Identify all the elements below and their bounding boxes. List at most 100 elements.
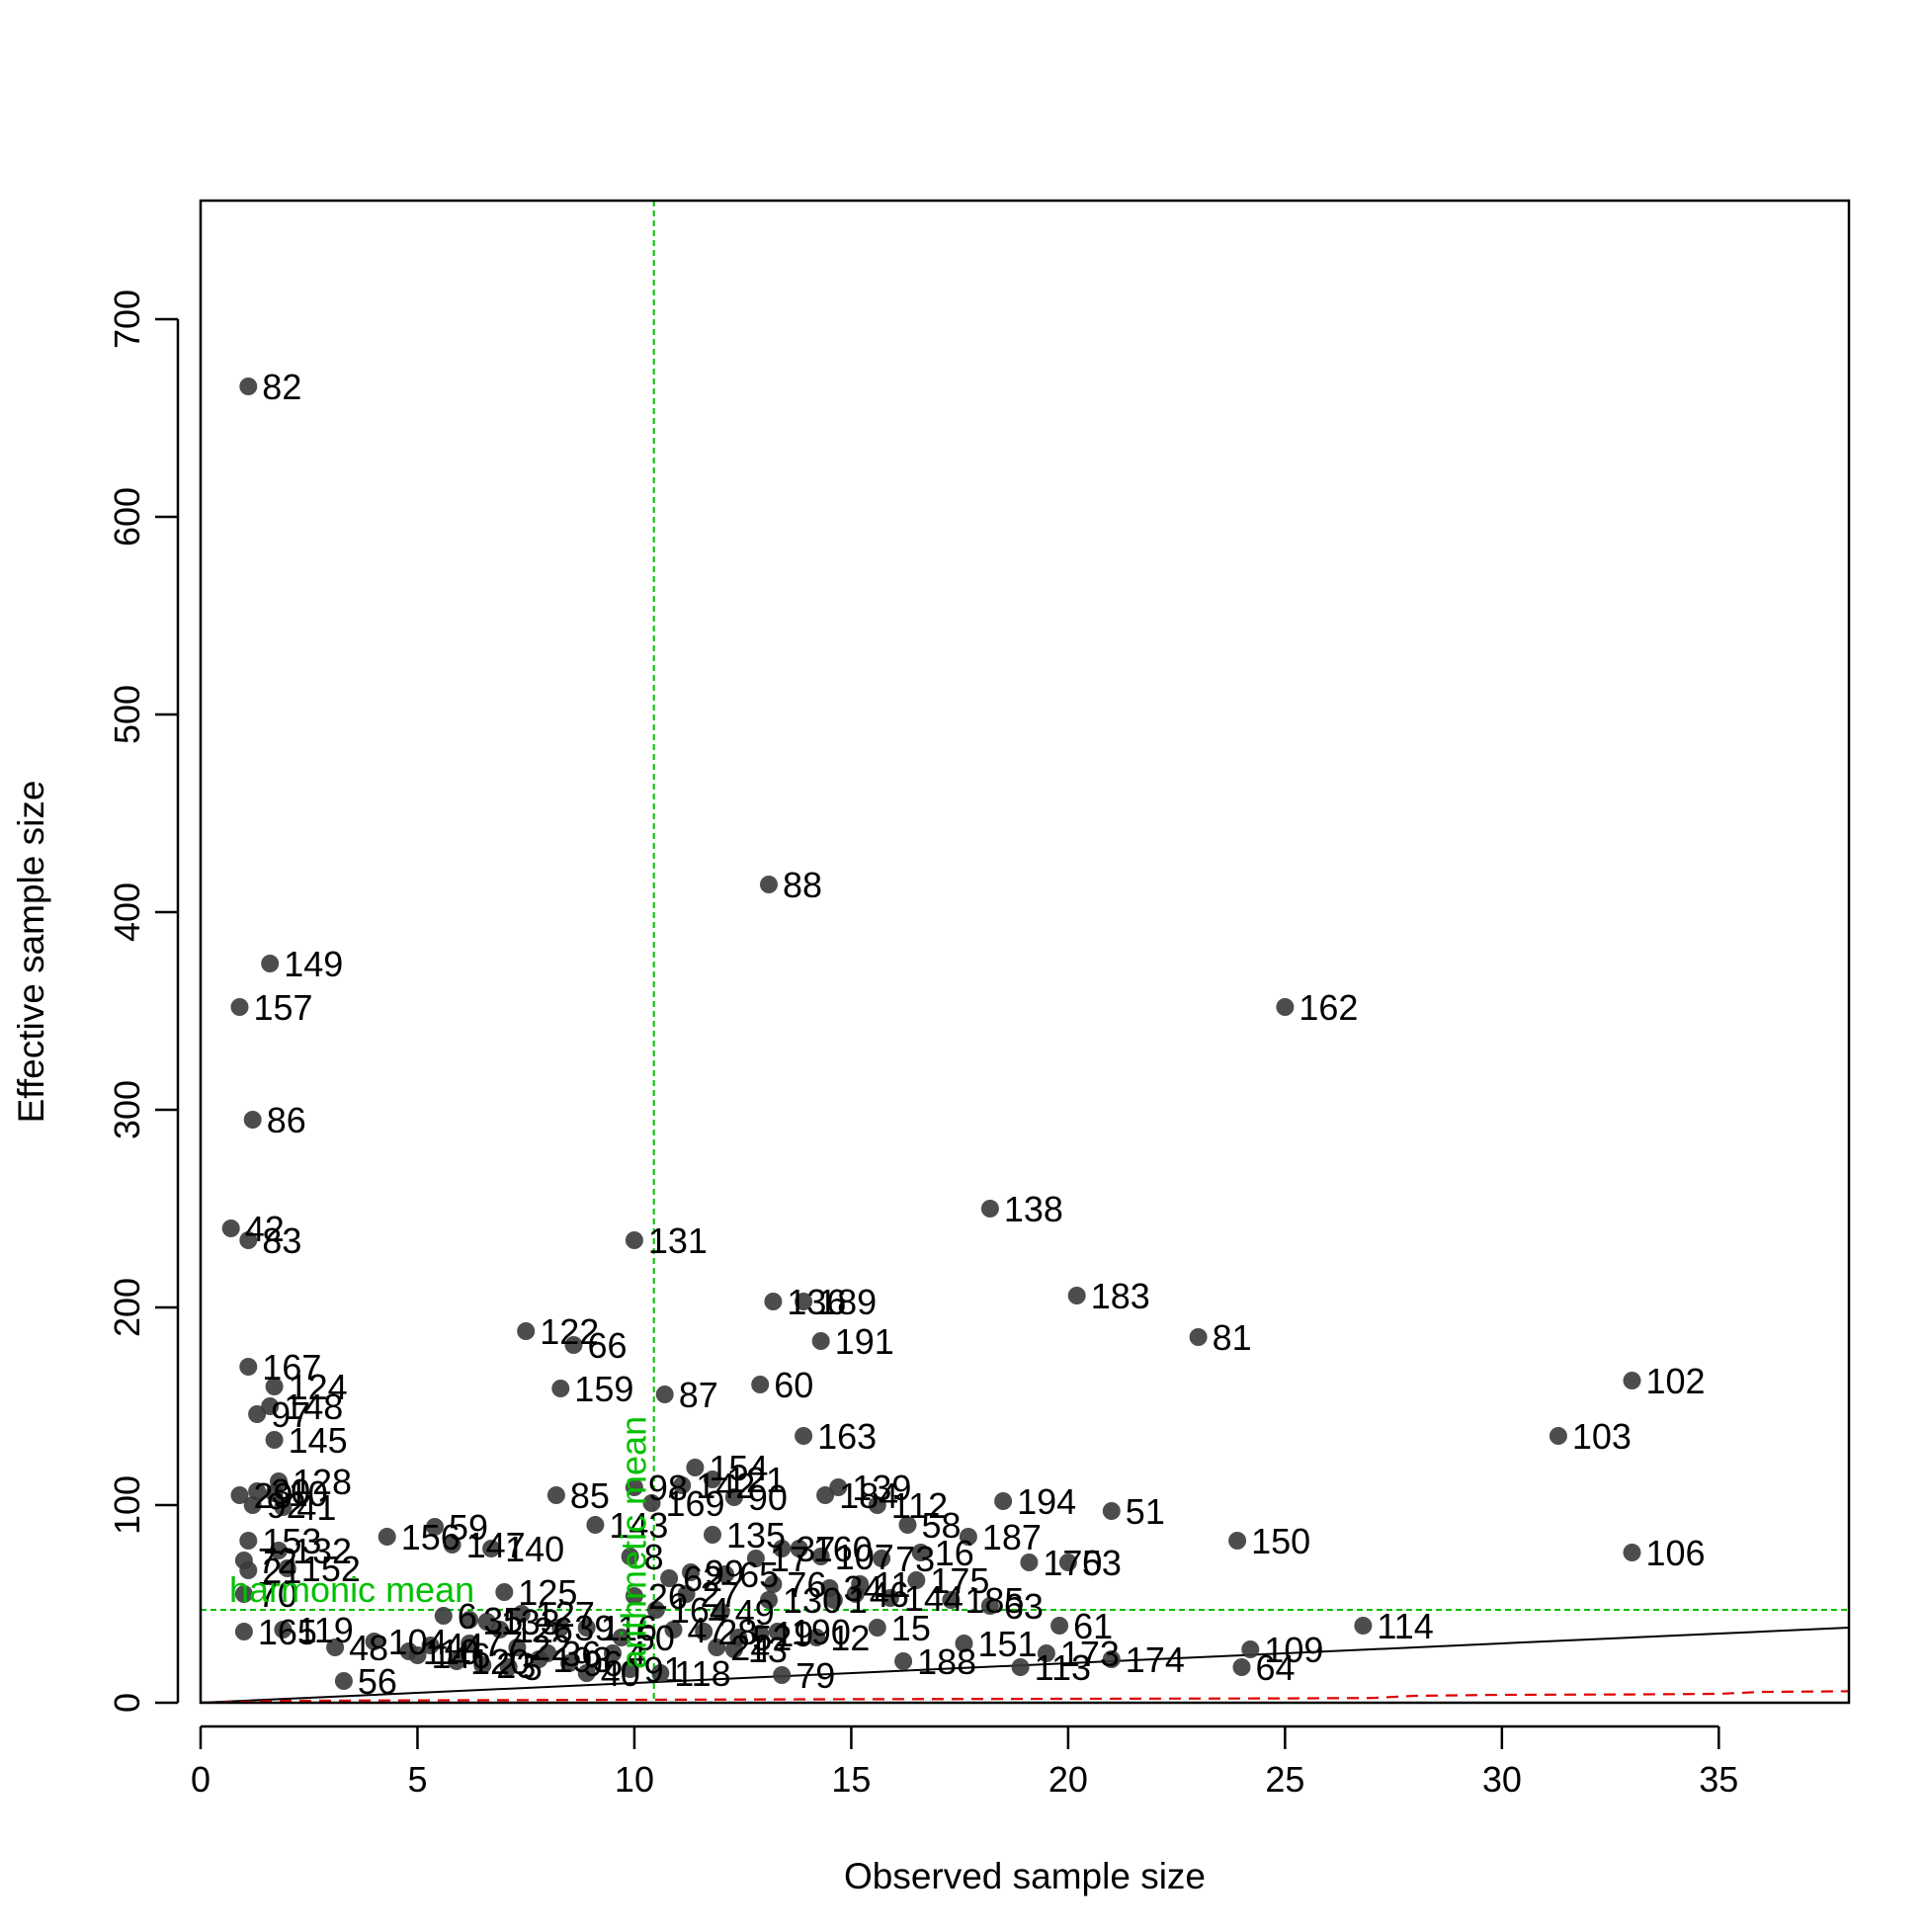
x-tick-label: 25 [1265,1759,1304,1800]
data-point [239,378,258,395]
data-point [1102,1650,1121,1668]
point-label: 147 [466,1525,526,1565]
point-label: 188 [917,1641,976,1682]
data-point [560,1654,579,1672]
data-point [230,998,249,1016]
data-point [270,1542,288,1559]
point-label: 145 [289,1420,348,1461]
data-point [955,1635,973,1652]
point-label: 35 [483,1600,523,1640]
data-point [724,1640,743,1658]
point-label: 27 [701,1574,740,1615]
point-label: 82 [262,367,301,407]
point-label: 77 [483,1624,523,1664]
data-point [278,1559,296,1577]
data-point [1020,1554,1039,1571]
y-tick-label: 700 [107,290,147,349]
data-point [642,1494,661,1512]
data-point [461,1635,479,1652]
data-point [612,1629,630,1646]
data-point [517,1322,536,1340]
y-tick-label: 300 [107,1080,147,1139]
point-label: 149 [284,944,343,984]
point-label: 151 [978,1624,1038,1664]
data-point [760,1591,778,1609]
point-label: 65 [739,1554,779,1595]
point-label: 49 [735,1592,775,1633]
point-label: 125 [518,1572,577,1613]
point-label: 73 [895,1539,935,1579]
point-label: 148 [284,1386,343,1427]
y-tick-label: 600 [107,487,147,546]
data-point [577,1619,596,1637]
point-label: 152 [301,1549,361,1589]
data-point [365,1633,383,1650]
point-label: 66 [588,1325,628,1366]
data-point [751,1625,770,1642]
data-point [811,1332,830,1350]
data-point [239,1358,258,1376]
data-point [811,1548,830,1565]
harmonic-mean-label: harmonic mean [229,1569,474,1610]
data-point [824,1591,843,1609]
data-point [621,1548,639,1565]
point-label: 58 [922,1505,962,1546]
point-label: 52 [752,1618,792,1658]
y-tick-label: 200 [107,1278,147,1337]
point-label: 142 [696,1466,755,1506]
point-label: 22 [531,1628,570,1668]
point-label: 136 [787,1282,846,1322]
data-point [873,1550,891,1567]
point-label: 50 [635,1618,675,1658]
point-label: 139 [852,1468,911,1508]
point-label: 193 [552,1639,612,1680]
data-point [1067,1287,1086,1304]
point-label: 174 [1126,1639,1185,1680]
data-point [239,1231,258,1249]
data-point [1232,1658,1251,1676]
data-point [265,1484,284,1502]
point-label: 21 [262,1551,301,1591]
point-label: 156 [401,1517,461,1557]
point-label: 135 [726,1515,786,1555]
point-label: 63 [1004,1586,1044,1627]
point-label: 121 [726,1460,786,1500]
data-points [221,378,1641,1690]
data-point [724,1488,743,1506]
data-point [586,1516,605,1534]
data-point [1050,1617,1069,1635]
point-label: 81 [1213,1317,1252,1358]
data-point [377,1528,396,1546]
point-label: 128 [293,1462,352,1502]
point-label: 90 [748,1477,788,1518]
point-label: 51 [1126,1491,1165,1532]
data-point [512,1605,531,1623]
data-point [829,1478,848,1496]
point-label: 110 [423,1632,479,1672]
x-tick-label: 30 [1482,1759,1522,1800]
data-point [712,1603,730,1621]
point-label: 86 [267,1100,306,1140]
point-label: 61 [1073,1606,1113,1646]
point-label: 15 [891,1608,931,1648]
point-label: 157 [254,987,313,1028]
point-label: 85 [570,1475,610,1516]
data-point [764,1293,783,1310]
data-point [495,1583,514,1601]
data-point [551,1619,570,1637]
data-point [551,1380,570,1397]
point-label: 107 [835,1537,894,1577]
data-point [1623,1372,1641,1389]
point-label: 164 [670,1590,729,1631]
data-point [773,1666,792,1684]
point-label: 154 [709,1448,768,1488]
data-point [248,1405,267,1423]
point-label: 138 [1004,1189,1063,1229]
data-point [408,1646,427,1664]
data-point [499,1658,518,1676]
point-label: 79 [796,1655,835,1696]
point-label: 150 [1251,1521,1310,1561]
data-point [959,1528,977,1546]
